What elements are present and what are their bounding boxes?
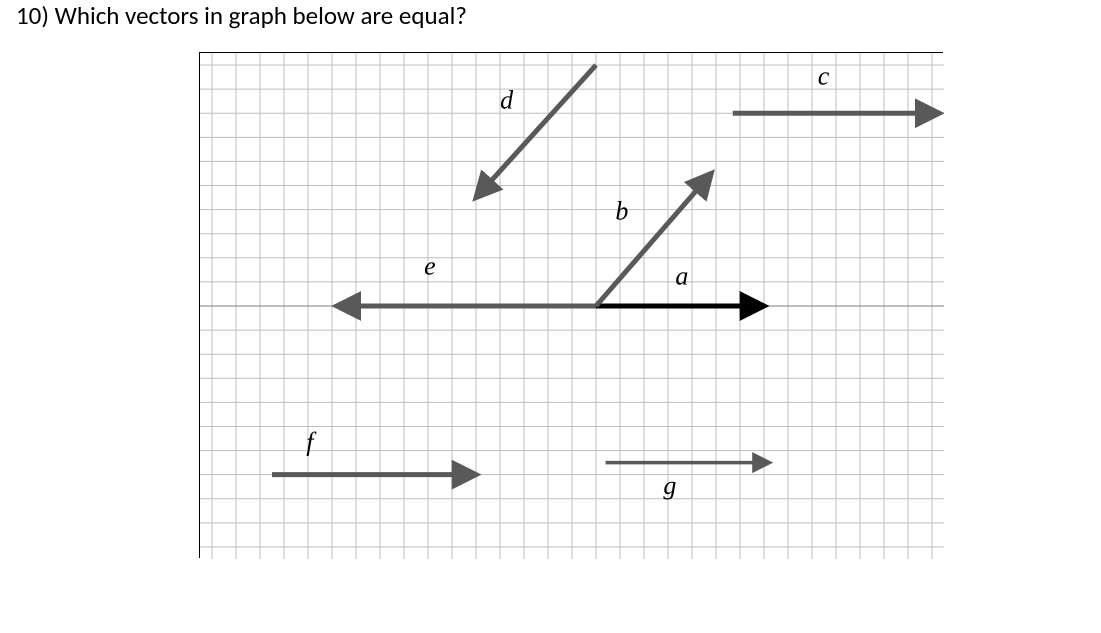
- vector-graph: a⃗ b⃗ c⃗ d⃗ e⃗ f⃗ g⃗: [199, 52, 943, 558]
- vector-label-d: d⃗: [500, 85, 533, 114]
- vector-label-g: g⃗: [663, 471, 696, 500]
- graph-svg: a⃗ b⃗ c⃗ d⃗ e⃗ f⃗ g⃗: [200, 53, 944, 559]
- vector-label-c: c⃗: [818, 61, 850, 90]
- vector-label-b: b⃗: [615, 196, 648, 225]
- vector-label-e: e⃗: [424, 252, 456, 281]
- question-text: 10) Which vectors in graph below are equ…: [16, 0, 467, 31]
- vector-label-f: f⃗: [306, 428, 333, 457]
- vector-label-a: a⃗: [675, 261, 708, 290]
